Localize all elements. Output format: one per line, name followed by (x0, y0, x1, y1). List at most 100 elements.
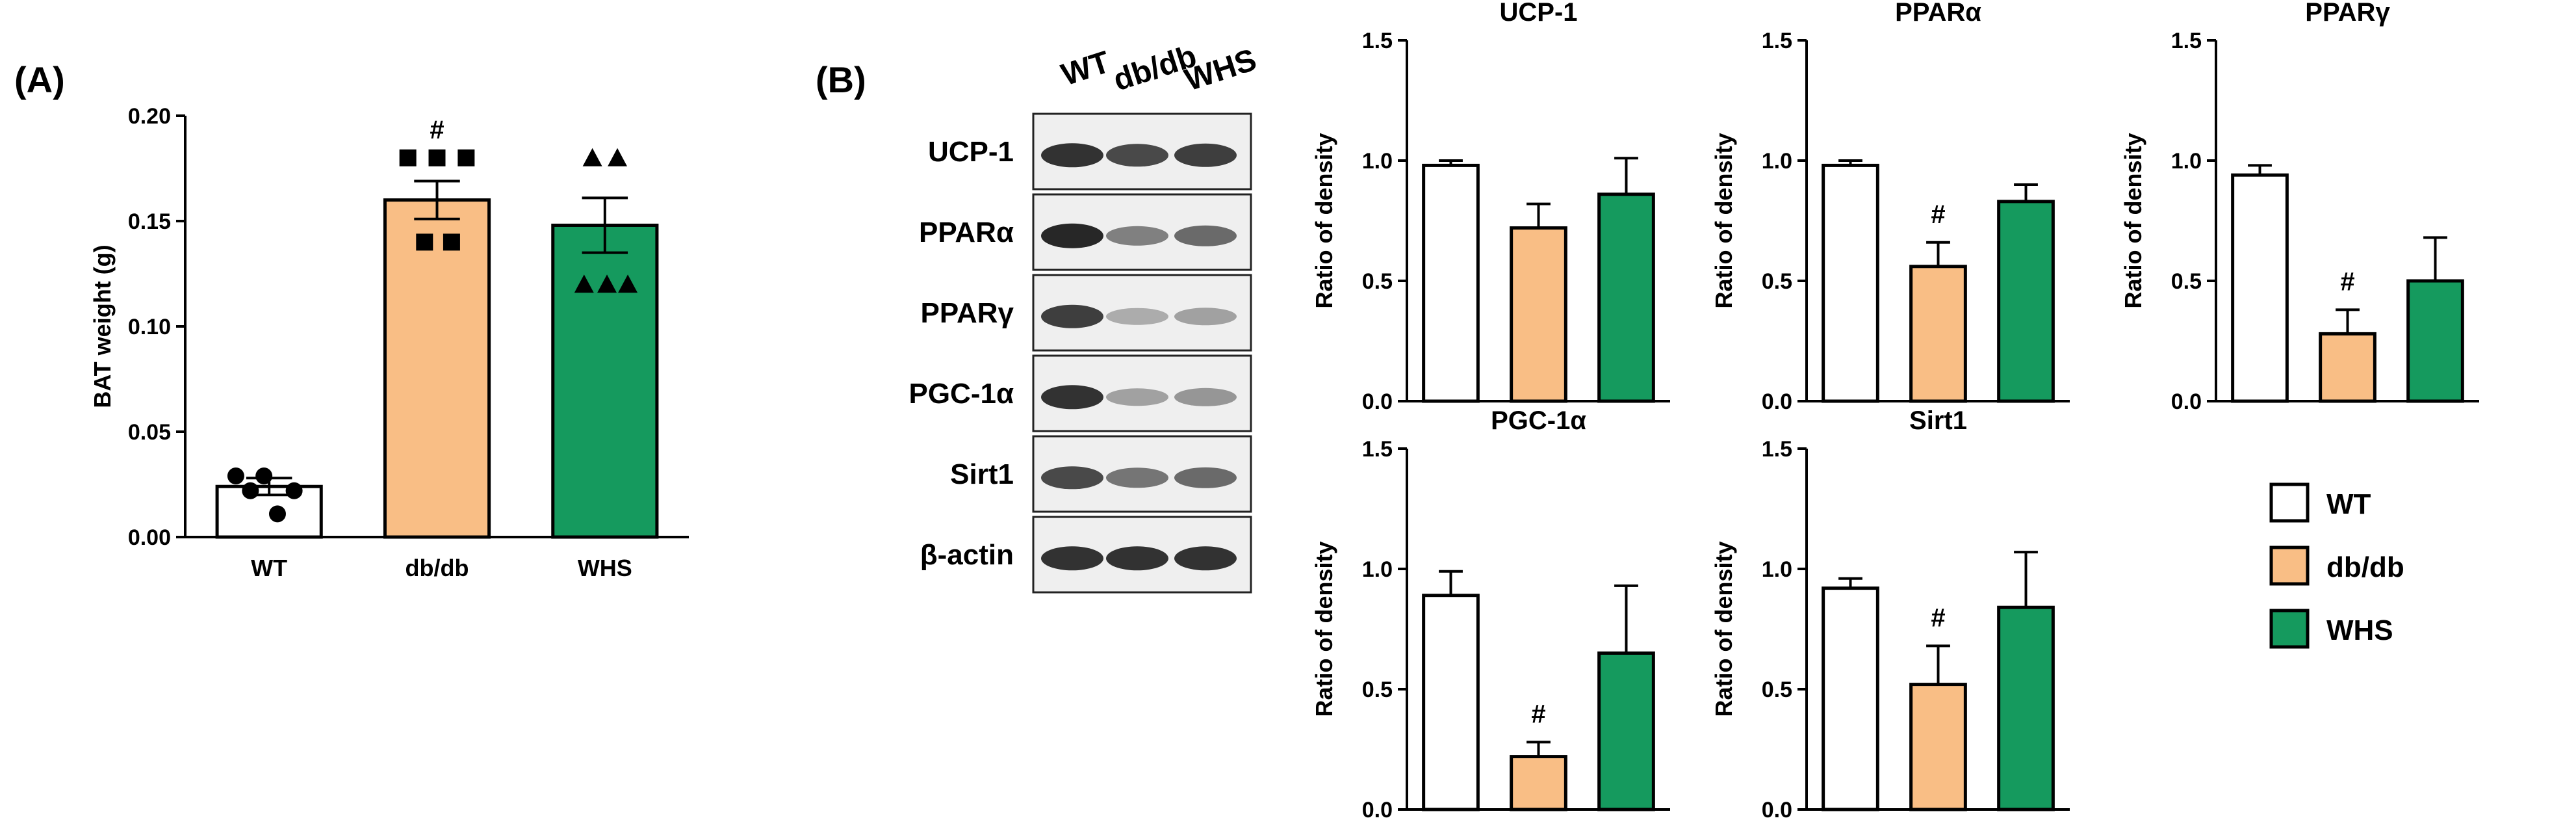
blot-band-protein-pgc-1-lane-0 (1041, 385, 1103, 410)
chart-0-bar-db-db (383, 198, 491, 539)
chart-0-y-tick-label: 0.00 (128, 525, 171, 550)
chart-4-y-axis-label: Ratio of density (1311, 541, 1337, 717)
chart-3-y-axis-label: Ratio of density (2120, 133, 2146, 308)
chart-0-data-point-whs (574, 274, 594, 293)
chart-0-data-point-db-db (457, 149, 475, 166)
chart-0-data-point-whs (597, 274, 617, 293)
blot-band-protein-ppar-lane-0 (1041, 223, 1103, 248)
chart-1-title: UCP-1 (1499, 0, 1577, 27)
chart-0-data-point-db-db (443, 233, 460, 251)
chart-5-y-tick-label: 0.5 (1762, 678, 1792, 702)
chart-3-y-tick-label: 1.5 (2171, 29, 2202, 53)
chart-1-y-tick-label: 1.0 (1362, 149, 1393, 174)
chart-0-x-label-whs: WHS (578, 555, 632, 581)
chart-0-data-point-whs (618, 274, 638, 293)
chart-4-y-tick-label: 1.5 (1362, 437, 1393, 462)
panel-a-label: (A) (14, 59, 65, 100)
chart-0-data-point-db-db (416, 233, 433, 251)
western-blot: WT db/db WHS UCP-1PPARαPPARγPGC-1αSirt1β… (908, 39, 1261, 594)
blot-label-protein-ppar: PPARγ (921, 297, 1014, 329)
chart-3-significance-db-db: # (2340, 267, 2354, 296)
chart-4-bar-db-db (1510, 755, 1567, 811)
chart-1-y-tick-label: 1.5 (1362, 29, 1393, 53)
panel-b-label: (B) (816, 59, 866, 100)
chart-3-bar-whs (2406, 279, 2464, 403)
blot-band-protein-actin-lane-0 (1041, 546, 1103, 571)
chart-1-y-tick-label: 0.0 (1362, 389, 1393, 414)
chart-5-title: Sirt1 (1909, 406, 1967, 435)
chart-5-y-tick-label: 1.5 (1762, 437, 1792, 462)
blot-band-protein-actin-lane-1 (1106, 546, 1168, 571)
density-charts: 0.0 0.5 1.0 1.5 Ratio of density UCP-1 0.0 0.5 1… (1311, 0, 2479, 822)
chart-4-bar-wt (1422, 594, 1480, 811)
chart-5-significance-db-db: # (1931, 603, 1945, 632)
chart-3-bar-db-db (2319, 332, 2376, 403)
blot-band-protein-sirt1-lane-1 (1106, 467, 1168, 488)
chart-5-y-tick-label: 1.0 (1762, 557, 1792, 582)
legend-swatch-whs (2269, 609, 2310, 649)
chart-0-bar-whs (551, 223, 659, 539)
chart-2-y-tick-label: 0.5 (1762, 269, 1792, 294)
legend-label-whs: WHS (2326, 614, 2393, 646)
lane-label-wt: WT (1057, 45, 1114, 92)
chart-4-bar-whs (1597, 651, 1655, 811)
chart-0-y-tick-label: 0.10 (128, 315, 171, 339)
blot-band-protein-pgc-1-lane-1 (1106, 388, 1168, 406)
chart-0-data-point-wt (268, 505, 286, 523)
chart-0-y-axis-label: BAT weight (g) (89, 244, 116, 408)
blot-band-protein-ucp-1-lane-1 (1106, 144, 1168, 167)
chart-3-y-tick-label: 1.0 (2171, 149, 2202, 174)
blot-band-protein-sirt1-lane-2 (1174, 467, 1237, 488)
chart-2-y-tick-label: 1.5 (1762, 29, 1792, 53)
blot-band-protein-ucp-1-lane-2 (1174, 143, 1237, 167)
chart-3-bar-wt (2231, 173, 2289, 403)
blot-label-protein-sirt1: Sirt1 (950, 458, 1014, 490)
chart-1-y-axis-label: Ratio of density (1311, 133, 1337, 308)
chart-0-data-point-db-db (428, 149, 446, 166)
blot-band-protein-actin-lane-2 (1174, 546, 1237, 571)
chart-2-y-tick-label: 0.0 (1762, 389, 1792, 414)
chart-2-bar-whs (1997, 200, 2055, 403)
blot-band-protein-pgc-1-lane-2 (1174, 388, 1237, 406)
legend-swatch-wt (2269, 482, 2310, 523)
legend: WT db/db WHS (2269, 482, 2404, 649)
chart-5-y-tick-label: 0.0 (1762, 798, 1792, 822)
chart-4-title: PGC-1α (1491, 406, 1586, 435)
chart-3-y-tick-label: 0.5 (2171, 269, 2202, 294)
blot-label-protein-ppar: PPARα (919, 217, 1014, 248)
chart-3-y-tick-label: 0.0 (2171, 389, 2202, 414)
blot-label-protein-actin: β-actin (920, 539, 1014, 571)
chart-0-significance-db-db: # (430, 116, 444, 144)
chart-0-data-point-wt (255, 467, 273, 485)
chart-0-y-tick-label: 0.15 (128, 209, 171, 234)
chart-5-bar-wt (1822, 586, 1879, 811)
blot-band-protein-ppar-lane-1 (1106, 308, 1168, 325)
blot-band-protein-ppar-lane-1 (1106, 226, 1168, 246)
chart-4-y-tick-label: 0.0 (1362, 798, 1393, 822)
blot-band-protein-ucp-1-lane-0 (1041, 143, 1103, 168)
chart-0-data-point-whs (582, 148, 602, 166)
chart-1-y-tick-label: 0.5 (1362, 269, 1393, 294)
chart-3-title: PPARγ (2305, 0, 2390, 27)
legend-label-wt: WT (2326, 488, 2371, 520)
blot-band-protein-ppar-lane-2 (1174, 308, 1237, 326)
chart-5-bar-whs (1997, 605, 2055, 811)
chart-2-title: PPARα (1895, 0, 1981, 27)
chart-0-y-tick-label: 0.20 (128, 104, 171, 129)
legend-swatch-dbdb (2269, 546, 2310, 586)
chart-0-y-tick-label: 0.05 (128, 420, 171, 445)
legend-label-dbdb: db/db (2326, 551, 2404, 583)
chart-2-y-axis-label: Ratio of density (1710, 133, 1737, 308)
bat-weight-chart: 0.00 0.05 0.10 0.15 0.20 BAT weight (g) WT # db/… (89, 104, 689, 581)
chart-0-data-point-wt (227, 467, 244, 485)
chart-5-bar-db-db (1909, 683, 1967, 811)
chart-2-y-tick-label: 1.0 (1762, 149, 1792, 174)
chart-4-significance-db-db: # (1531, 700, 1545, 728)
blot-band-protein-ppar-lane-2 (1174, 225, 1237, 246)
chart-4-y-tick-label: 1.0 (1362, 557, 1393, 582)
chart-2-bar-wt (1822, 163, 1879, 403)
chart-0-data-point-db-db (399, 149, 417, 166)
chart-0-x-label-db-db: db/db (406, 555, 469, 581)
chart-2-bar-db-db (1909, 265, 1967, 403)
